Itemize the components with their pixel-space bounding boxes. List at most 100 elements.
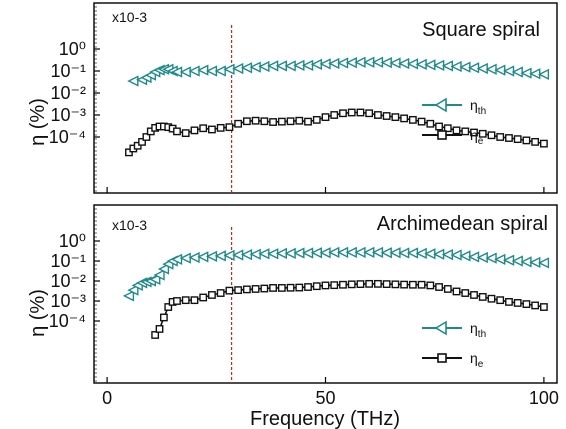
data-point-eta-th [179, 66, 191, 78]
data-point-eta-th [520, 256, 532, 268]
data-point-eta-e [199, 293, 208, 302]
data-point-eta-th [214, 250, 226, 262]
data-point-eta-th [336, 57, 349, 69]
legend-label: ηth [470, 320, 486, 340]
data-point-eta-e [159, 313, 168, 322]
data-point-eta-e [443, 124, 452, 133]
data-point-eta-th [389, 57, 401, 69]
data-point-eta-e [339, 280, 347, 289]
data-point-eta-e [356, 108, 365, 117]
data-point-eta-e [225, 286, 234, 295]
data-point-eta-e [365, 279, 374, 288]
data-point-eta-e [234, 286, 243, 295]
data-point-eta-th [301, 59, 314, 72]
data-point-eta-e [400, 280, 409, 289]
data-point-eta-e [190, 296, 199, 305]
y-tick-label: 10⁻² [50, 83, 86, 103]
data-point-eta-e [321, 281, 330, 290]
data-point-eta-th [415, 58, 427, 71]
data-point-eta-e [408, 115, 417, 124]
data-point-eta-th [319, 247, 331, 259]
x-tick-label: 100 [529, 388, 559, 408]
data-point-eta-th [214, 65, 226, 77]
data-point-eta-e [470, 291, 478, 299]
data-point-eta-th [502, 254, 515, 266]
data-point-eta-e [151, 331, 160, 339]
legend-marker-eta-th [434, 320, 447, 336]
data-point-eta-e [452, 287, 461, 296]
data-point-eta-e [330, 111, 339, 119]
data-point-eta-th [441, 60, 453, 72]
data-point-eta-th [511, 66, 523, 78]
x-ticks: 0 50 100 [102, 388, 559, 408]
y-axis-title: η (%) [27, 98, 49, 146]
data-point-eta-e [461, 127, 470, 136]
data-point-eta-th [450, 249, 462, 261]
data-point-eta-e [487, 294, 496, 303]
data-point-eta-e [478, 293, 487, 301]
data-point-eta-th [310, 58, 322, 71]
data-point-eta-th [328, 57, 340, 70]
data-point-eta-e [513, 135, 522, 144]
data-point-eta-th [345, 56, 357, 69]
data-point-eta-th [424, 59, 436, 71]
data-point-eta-e [321, 113, 330, 122]
legend-label: ηe [470, 127, 484, 147]
data-point-eta-e [181, 296, 190, 305]
legend: ηth ηe [422, 320, 486, 370]
data-point-eta-th [459, 250, 471, 262]
data-point-eta-e [496, 296, 505, 305]
data-point-eta-th [467, 62, 480, 74]
data-point-eta-th [398, 57, 410, 70]
data-point-eta-e [173, 297, 181, 305]
data-point-eta-th [197, 251, 209, 263]
data-point-eta-th [485, 63, 497, 75]
data-point-eta-th [380, 56, 392, 69]
data-point-eta-e [242, 285, 251, 294]
data-point-eta-th [188, 251, 200, 264]
data-point-eta-e [286, 117, 295, 126]
data-point-eta-e [470, 128, 478, 137]
data-point-eta-th [424, 248, 436, 260]
data-point-eta-th [494, 64, 506, 76]
data-point-eta-e [142, 133, 151, 141]
data-point-eta-e [365, 109, 374, 118]
data-point-eta-th [153, 269, 165, 281]
data-point-eta-th [232, 62, 244, 75]
data-point-eta-e [260, 284, 269, 293]
data-point-eta-th [249, 248, 261, 260]
data-point-eta-e [435, 122, 443, 131]
data-point-eta-e [199, 124, 208, 133]
data-point-eta-e [208, 125, 216, 134]
data-point-eta-e [242, 117, 251, 126]
legend-label: ηth [470, 97, 486, 117]
data-point-eta-th [122, 290, 135, 302]
data-point-eta-e [452, 126, 461, 135]
data-point-eta-e [181, 129, 190, 138]
data-point-eta-e [312, 282, 321, 291]
data-point-eta-e [312, 115, 321, 124]
scale-note: x10-3 [112, 217, 147, 233]
y-axis-title: η (%) [27, 289, 49, 337]
data-point-eta-e [277, 284, 286, 292]
data-point-eta-th [149, 273, 161, 286]
data-point-eta-e [400, 114, 409, 123]
data-point-eta-th [223, 249, 235, 262]
data-point-eta-th [301, 247, 314, 259]
data-point-eta-e [216, 289, 225, 297]
data-point-eta-e [173, 127, 181, 136]
y-tick-label: 10⁰ [59, 39, 86, 59]
data-point-eta-th [485, 252, 497, 264]
data-point-eta-th [284, 60, 296, 72]
data-point-eta-e [304, 117, 312, 126]
data-point-eta-th [188, 65, 200, 77]
data-point-eta-e [435, 283, 443, 291]
data-point-eta-e [374, 279, 382, 288]
data-point-eta-e [461, 289, 470, 297]
data-point-eta-e [478, 129, 487, 138]
panel-archimedean-spiral: Archimedean spiral x10-3 η (%) 10⁰10⁻¹10… [27, 204, 559, 408]
data-point-eta-th [170, 253, 183, 266]
data-point-eta-e [374, 111, 382, 119]
data-point-eta-e [164, 303, 173, 311]
data-point-eta-e [391, 113, 400, 122]
